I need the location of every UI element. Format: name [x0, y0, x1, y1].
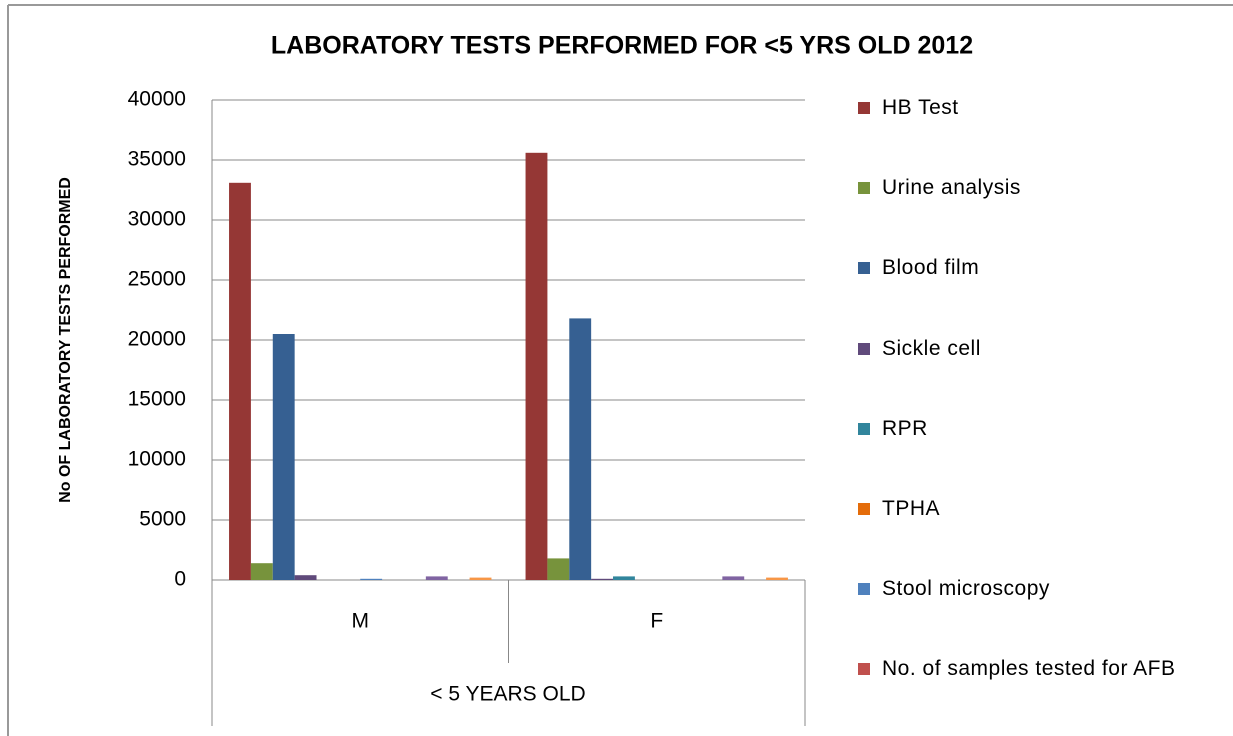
bar [294, 575, 317, 580]
legend-label: RPR [882, 416, 928, 440]
legend-swatch [858, 102, 870, 114]
legend-swatch [858, 663, 870, 676]
legend-swatch [858, 182, 870, 195]
bar [229, 182, 251, 581]
legend-item: Sickle cell [858, 333, 1208, 365]
y-tick-label: 20000 [128, 328, 186, 351]
legend-item: HB Test [858, 92, 1208, 124]
legend-item: Stool microscopy [858, 573, 1208, 605]
legend-label: Urine analysis [882, 176, 1021, 200]
legend-item: TPHA [858, 493, 1208, 525]
legend-label: HB Test [882, 96, 959, 119]
legend-label: Sickle cell [882, 336, 981, 360]
legend-swatch [858, 422, 870, 435]
y-tick-label: 0 [174, 568, 186, 591]
bar [250, 563, 273, 580]
legend-swatch [858, 262, 870, 275]
y-tick-label: 25000 [128, 268, 186, 291]
x-tick-label: M [352, 610, 370, 633]
legend-item: Urine analysis [858, 172, 1208, 204]
legend-label: Blood film [882, 256, 980, 280]
legend-label: TPHA [882, 497, 941, 520]
bar [525, 152, 548, 581]
y-tick-label: 30000 [128, 208, 186, 231]
bar [272, 334, 295, 580]
y-tick-label: 35000 [128, 148, 186, 171]
y-tick-label: 40000 [128, 88, 186, 111]
legend-label: Stool microscopy [882, 577, 1050, 601]
legend-swatch [858, 583, 870, 596]
y-tick-label: 5000 [139, 508, 186, 531]
bar [591, 578, 614, 580]
bar [425, 576, 448, 580]
legend-label: No. of samples tested for AFB [882, 657, 1176, 681]
legend-swatch [858, 342, 870, 355]
bar [722, 576, 745, 580]
y-axis-title: No OF LABORATORY TESTS PERFORMED [57, 177, 74, 503]
bar [469, 577, 492, 580]
legend-swatch [858, 503, 870, 515]
legend-item: RPR [858, 413, 1208, 445]
y-tick-label: 15000 [128, 388, 186, 411]
y-tick-label: 10000 [128, 448, 186, 471]
group-label: < 5 YEARS OLD [430, 683, 585, 706]
bar [613, 576, 635, 580]
bar [547, 558, 570, 580]
x-tick-label: F [650, 610, 663, 633]
legend-item: No. of samples tested for AFB [858, 653, 1208, 685]
bar [766, 577, 788, 580]
chart-title: LABORATORY TESTS PERFORMED FOR <5 YRS OL… [271, 32, 973, 60]
bar [360, 578, 383, 580]
bar [569, 318, 592, 580]
legend-item: Blood film [858, 252, 1208, 284]
